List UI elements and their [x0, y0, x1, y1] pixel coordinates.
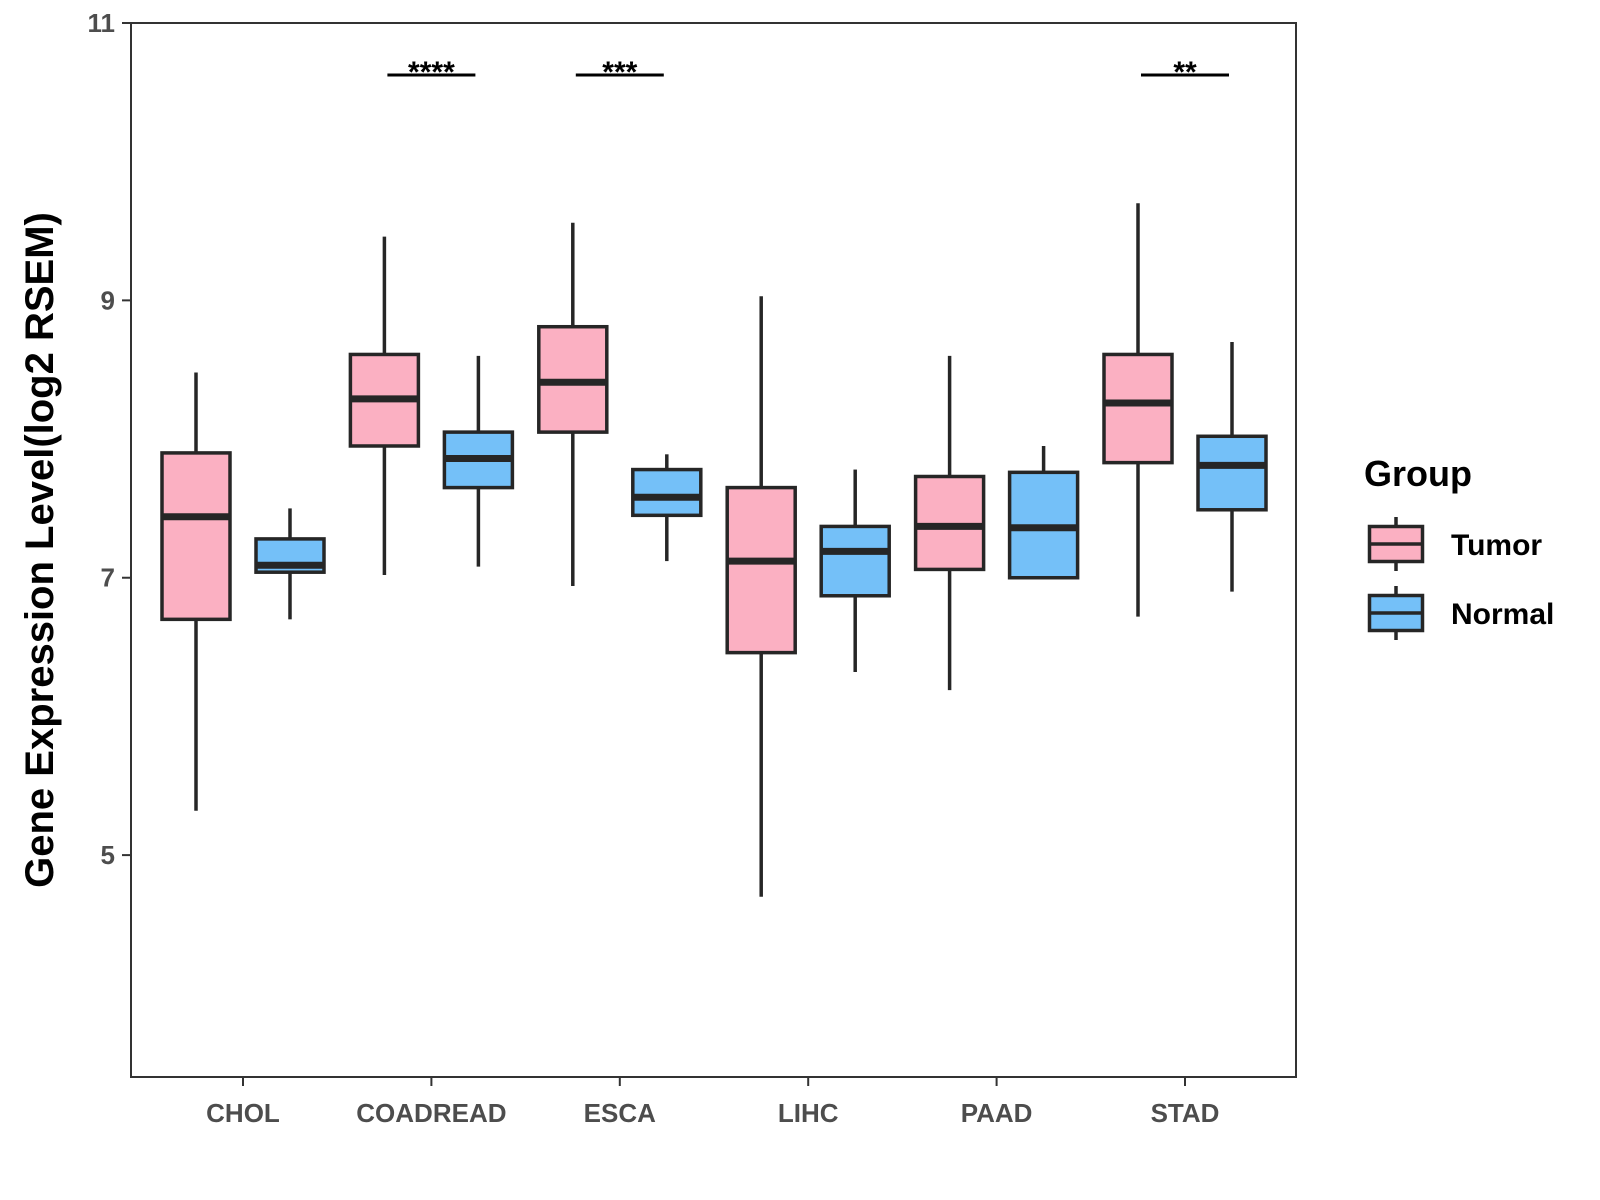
- box-normal-esca: [631, 454, 703, 562]
- box-body: [631, 467, 703, 518]
- x-tick-label: ESCA: [584, 1098, 656, 1128]
- box-tumor-chol: [160, 372, 232, 811]
- significance-markers: **** *** **: [387, 56, 1229, 89]
- legend-entry-normal: Normal: [1367, 586, 1554, 640]
- box-normal-coadread: [442, 355, 515, 567]
- box-tumor-stad: [1102, 203, 1174, 617]
- x-tick-label: STAD: [1151, 1098, 1220, 1128]
- box-tumor-coadread: [348, 236, 421, 575]
- y-tick-label: 5: [101, 840, 115, 870]
- legend-title: Group: [1364, 453, 1472, 494]
- y-tick-label: 9: [101, 285, 115, 315]
- box-tumor-paad: [913, 355, 986, 691]
- legend: Group Tumor Normal: [1364, 453, 1554, 640]
- box-body: [1102, 352, 1174, 465]
- box-normal-chol: [254, 508, 326, 620]
- x-tick-label: CHOL: [206, 1098, 280, 1128]
- box-body: [725, 485, 797, 655]
- legend-label: Normal: [1451, 598, 1554, 631]
- box-series: [160, 203, 1268, 897]
- y-tick-label: 7: [101, 563, 115, 593]
- y-tick-label: 11: [88, 8, 116, 38]
- box-normal-lihc: [819, 469, 891, 673]
- significance-label: ****: [408, 56, 455, 89]
- x-tick-label: PAAD: [961, 1098, 1033, 1128]
- box-body: [819, 524, 891, 598]
- x-tick-label: LIHC: [778, 1098, 839, 1128]
- box-normal-stad: [1196, 341, 1268, 592]
- significance-label: **: [1173, 56, 1197, 89]
- y-axis: 5 7 9 11: [88, 8, 131, 870]
- box-tumor-esca: [537, 222, 609, 587]
- box-normal-paad: [1007, 445, 1080, 580]
- x-tick-label: COADREAD: [356, 1098, 506, 1128]
- box-tumor-lihc: [725, 296, 797, 897]
- x-axis: CHOL COADREAD ESCA LIHC PAAD STAD: [206, 1077, 1219, 1128]
- y-axis-title: Gene Expression Level(log2 RSEM): [18, 212, 62, 888]
- legend-label: Tumor: [1451, 529, 1542, 562]
- box-body: [1196, 434, 1268, 512]
- significance-label: ***: [602, 56, 637, 89]
- box-body: [160, 451, 232, 622]
- legend-entry-tumor: Tumor: [1367, 517, 1542, 571]
